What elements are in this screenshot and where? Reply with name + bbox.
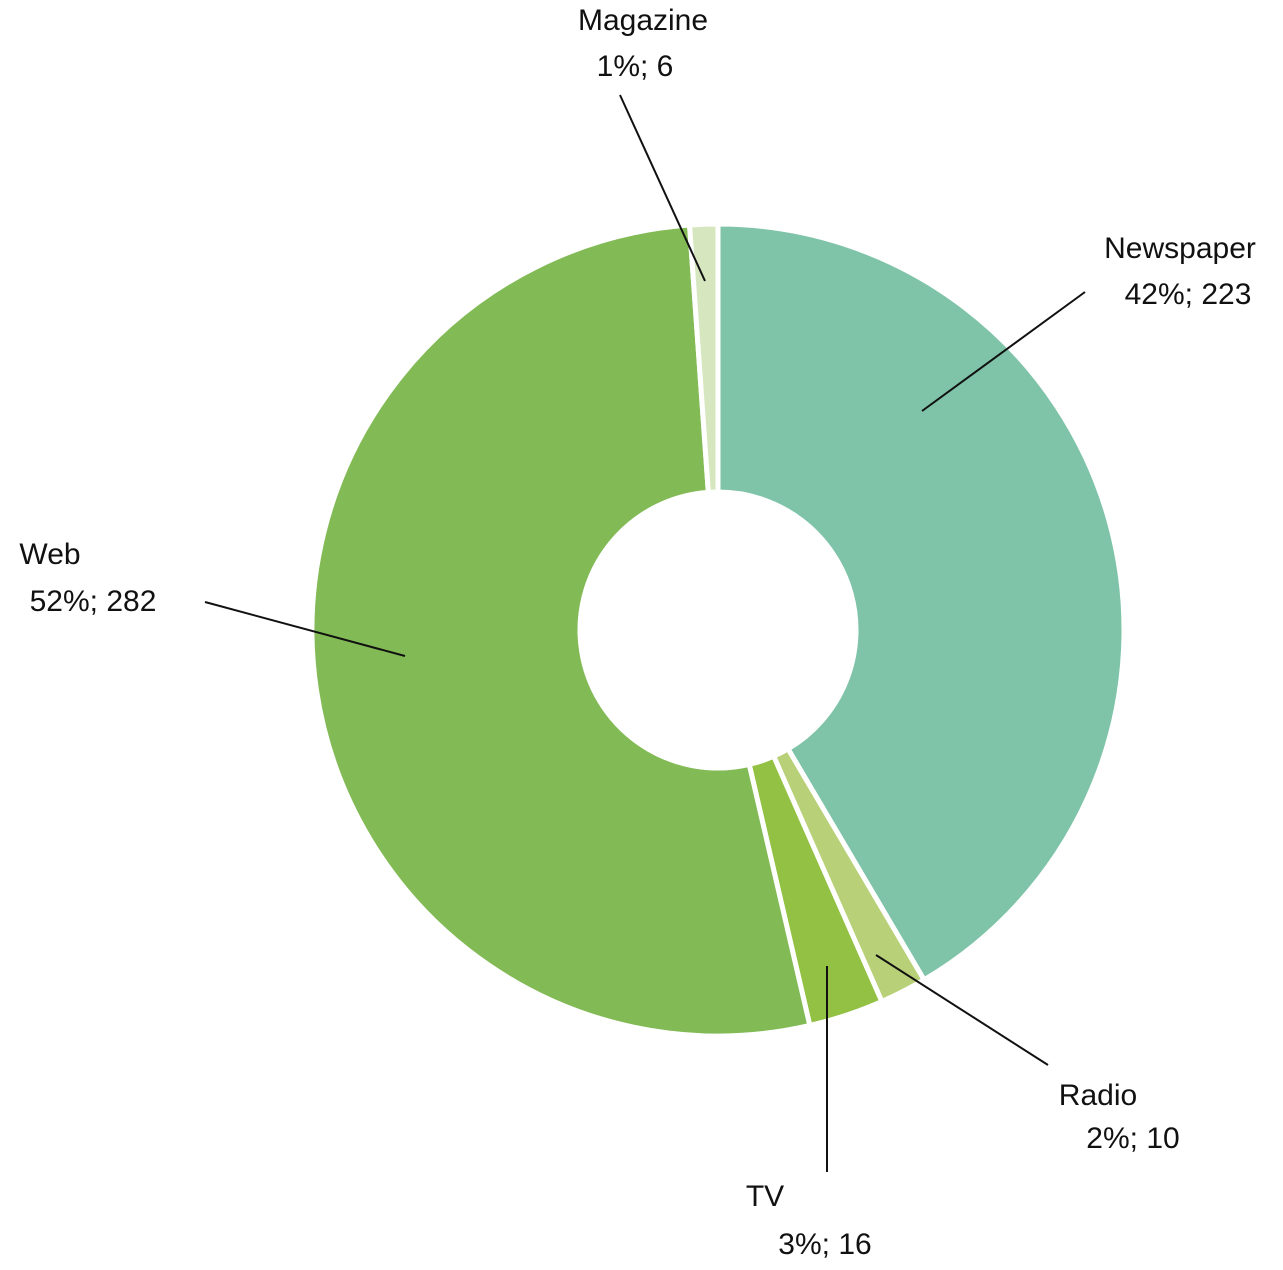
slice-value-label: 52%; 282: [30, 585, 157, 618]
slice-label: Web: [19, 538, 80, 571]
donut-slice: [309, 222, 813, 1039]
slice-value-label: 3%; 16: [778, 1228, 871, 1261]
leader-line: [619, 94, 706, 282]
slice-value-label: 42%; 223: [1125, 278, 1252, 311]
donut-slice: [715, 221, 1127, 984]
slice-label: Magazine: [578, 4, 708, 37]
slice-value-label: 1%; 6: [597, 50, 674, 83]
leader-line: [875, 954, 1049, 1066]
slice-label: Radio: [1059, 1079, 1137, 1112]
slice-label: Newspaper: [1104, 232, 1256, 265]
donut-slice: [686, 221, 721, 496]
slice-label: TV: [746, 1180, 784, 1213]
leader-line: [204, 601, 406, 657]
slice-value-label: 2%; 10: [1086, 1122, 1179, 1155]
leader-line: [921, 291, 1086, 412]
